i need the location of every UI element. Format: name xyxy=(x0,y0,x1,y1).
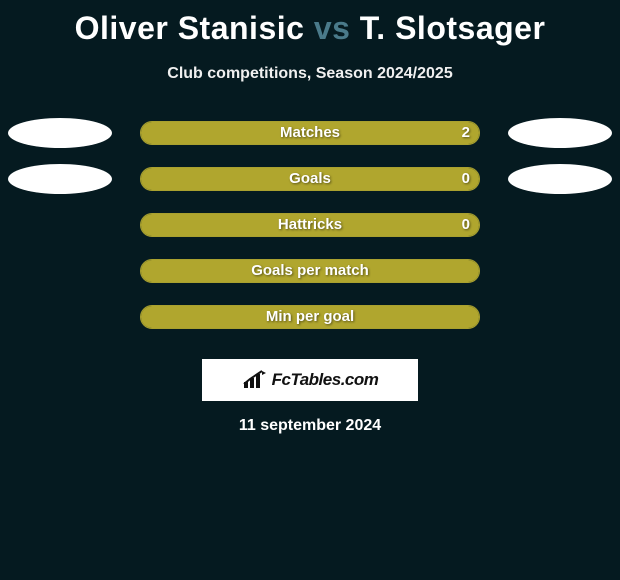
comparison-title: Oliver Stanisic vs T. Slotsager xyxy=(0,0,620,47)
stats-rows: Matches2Goals0Hattricks0Goals per matchM… xyxy=(0,121,620,351)
stat-value-right: 0 xyxy=(462,167,470,191)
stat-row: Goals per match xyxy=(0,259,620,305)
stat-value-right: 2 xyxy=(462,121,470,145)
bar-track xyxy=(140,305,480,329)
bar-track xyxy=(140,213,480,237)
player2-disc xyxy=(508,164,612,194)
bar-track xyxy=(140,167,480,191)
stat-row: Hattricks0 xyxy=(0,213,620,259)
bar-track xyxy=(140,259,480,283)
bar-track xyxy=(140,121,480,145)
bar-left xyxy=(141,260,479,282)
bar-right xyxy=(310,168,479,190)
bar-left xyxy=(141,168,310,190)
bar-right xyxy=(310,122,479,144)
player1-name: Oliver Stanisic xyxy=(75,10,305,46)
vs-label: vs xyxy=(314,10,351,46)
brand-box: FcTables.com xyxy=(202,359,418,401)
bar-left xyxy=(141,306,479,328)
player2-disc xyxy=(508,118,612,148)
chart-icon xyxy=(242,370,268,390)
date-stamp: 11 september 2024 xyxy=(0,417,620,435)
stat-row: Matches2 xyxy=(0,121,620,167)
stat-row: Min per goal xyxy=(0,305,620,351)
player1-disc xyxy=(8,118,112,148)
player1-disc xyxy=(8,164,112,194)
brand-text: FcTables.com xyxy=(272,370,379,390)
bar-left xyxy=(141,122,310,144)
stat-row: Goals0 xyxy=(0,167,620,213)
stat-value-right: 0 xyxy=(462,213,470,237)
player2-name: T. Slotsager xyxy=(360,10,546,46)
subtitle: Club competitions, Season 2024/2025 xyxy=(0,65,620,83)
bar-right xyxy=(310,214,479,236)
bar-left xyxy=(141,214,310,236)
